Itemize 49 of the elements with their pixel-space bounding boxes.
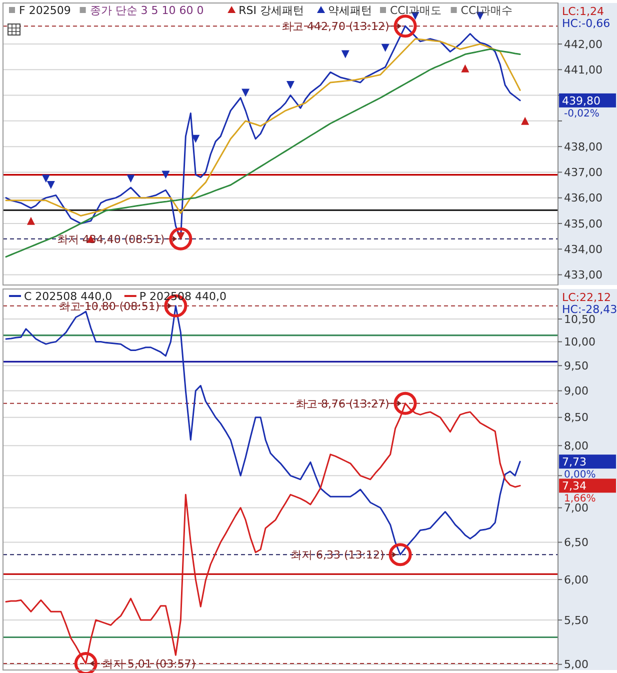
y-tick-label: 438,00 — [564, 140, 602, 154]
y-tick-label: 433,00 — [564, 268, 602, 282]
y-tick-label: 434,00 — [564, 242, 602, 256]
point — [341, 50, 350, 58]
point — [242, 88, 250, 97]
point — [461, 64, 470, 72]
point — [46, 181, 55, 190]
annotation: CCI과매도 — [390, 4, 442, 17]
point — [192, 134, 200, 143]
y-tick-label: 437,00 — [564, 166, 602, 180]
text: 7,73 — [562, 456, 586, 469]
text: LC:22,12 — [562, 291, 612, 304]
annotation: CCI과매수 — [460, 4, 512, 17]
point — [162, 170, 170, 179]
y-tick-label: 442,00 — [564, 38, 602, 51]
y-tick-label: 5,50 — [564, 614, 588, 627]
y-tick-label: 8,00 — [564, 439, 588, 452]
chart-title: F 202509 — [19, 4, 71, 17]
text: 439,80 — [562, 94, 600, 108]
text: 0,00% — [564, 470, 596, 481]
annotation: 최저 5,01 (03:57) — [102, 657, 196, 670]
y-tick-label: 9,50 — [564, 359, 588, 372]
legend-label: 약세패턴 — [328, 4, 372, 17]
y-tick-label: 8,50 — [564, 411, 588, 424]
y-tick-label: 435,00 — [564, 217, 602, 230]
y-tick-label: 10,00 — [564, 336, 596, 349]
y-tick-label: 6,50 — [564, 536, 588, 550]
annotation: 최고 442,70 (13:12) — [282, 20, 390, 34]
text: LC:1,24 — [562, 5, 604, 18]
point — [26, 216, 35, 225]
y-tick-label: 6,00 — [564, 573, 588, 586]
text: -0,02% — [564, 108, 600, 120]
y-tick-label: 441,00 — [564, 64, 602, 77]
text: HC:-0,66 — [562, 17, 610, 30]
point — [521, 116, 530, 125]
point — [381, 44, 390, 52]
legend-label: C 202508 440,0 — [24, 290, 112, 303]
y-tick-label: 436,00 — [564, 192, 602, 205]
legend-label: RSI 강세패턴 — [238, 4, 304, 17]
point — [42, 174, 50, 183]
annotation: 최고 8,76 (13:27) — [295, 397, 390, 410]
line-series — [5, 48, 521, 258]
y-tick-label: 5,00 — [564, 658, 588, 672]
chart-subtitle: 종가 단순 3 5 10 60 0 — [90, 4, 204, 17]
point — [286, 81, 294, 90]
annotation: 최저 6,33 (13:12) — [290, 548, 384, 562]
point — [126, 174, 135, 183]
text: 7,34 — [562, 480, 586, 493]
y-tick-label: 9,00 — [564, 384, 588, 398]
